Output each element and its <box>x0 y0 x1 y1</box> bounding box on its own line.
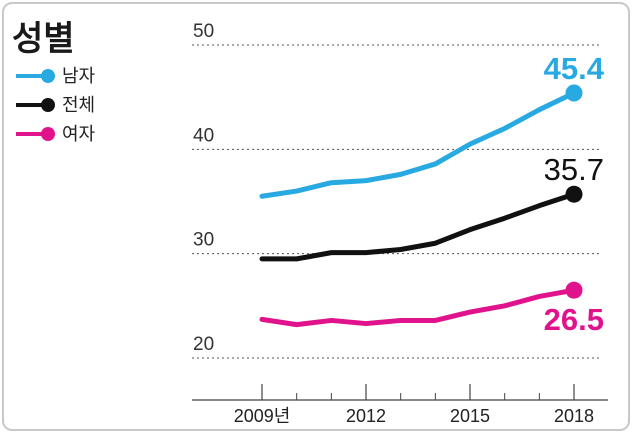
chart-title: 성별 <box>12 19 75 59</box>
series-line-2 <box>259 287 577 328</box>
end-label-2: 26.5 <box>544 302 604 337</box>
series-line-1 <box>259 191 577 262</box>
x-axis-ticks: 2009년 2012 2015 2018 <box>234 384 594 426</box>
series-line-0 <box>259 90 577 199</box>
legend-label-0: 남자 <box>62 66 96 87</box>
legend-label-2: 여자 <box>62 124 96 145</box>
end-label-0: 45.4 <box>544 51 605 86</box>
y-tick-label: 40 <box>193 125 214 146</box>
chart-frame <box>2 2 630 431</box>
end-labels: 45.4 35.7 26.5 <box>544 51 605 337</box>
legend-marker-0 <box>41 69 55 83</box>
series-end-point-1 <box>565 185 583 203</box>
legend-label-1: 전체 <box>62 95 95 116</box>
series-end-point-0 <box>565 84 583 102</box>
gridlines <box>192 44 600 359</box>
legend-marker-2 <box>41 127 55 141</box>
series-group <box>259 84 583 328</box>
legend-marker-1 <box>41 98 55 112</box>
x-tick-label: 2015 <box>450 406 490 426</box>
y-tick-label: 20 <box>193 334 214 355</box>
y-axis-ticks: 50 40 30 20 <box>193 21 214 355</box>
series-end-point-2 <box>565 281 583 299</box>
y-tick-label: 30 <box>193 230 214 251</box>
end-label-1: 35.7 <box>544 152 604 187</box>
y-tick-label: 50 <box>193 21 214 42</box>
x-tick-label: 2009년 <box>234 406 291 426</box>
x-tick-label: 2018 <box>554 406 594 426</box>
x-tick-label: 2012 <box>346 406 386 426</box>
